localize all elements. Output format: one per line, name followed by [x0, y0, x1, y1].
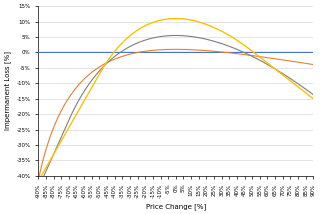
X-axis label: Price Change [%]: Price Change [%]: [146, 203, 206, 210]
Y-axis label: Impermanent Loss [%]: Impermanent Loss [%]: [4, 51, 11, 131]
